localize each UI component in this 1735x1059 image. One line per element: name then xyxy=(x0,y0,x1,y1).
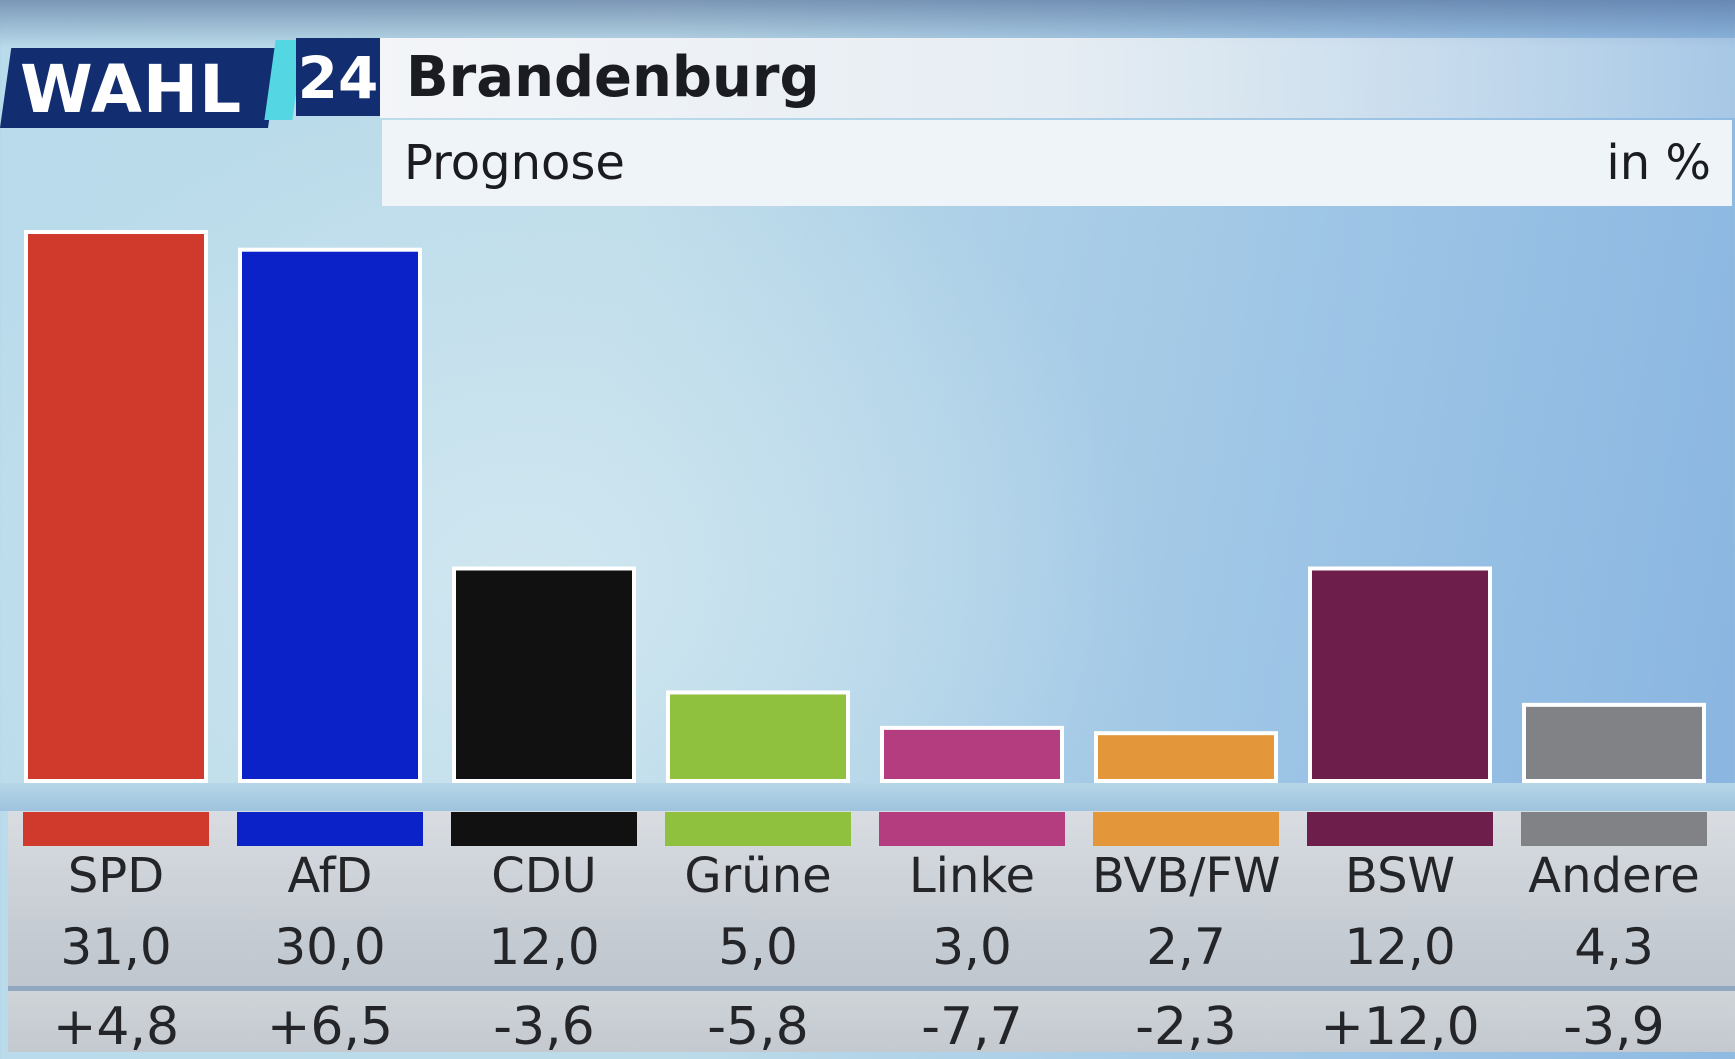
bar-afd xyxy=(238,247,422,784)
party-color-swatch xyxy=(665,812,851,846)
party-change: -3,9 xyxy=(1563,997,1665,1057)
title-band xyxy=(380,38,1735,118)
party-value: 31,0 xyxy=(60,918,172,976)
bar-cdu xyxy=(452,566,636,784)
party-label: Grüne xyxy=(684,848,832,904)
party-color-swatch xyxy=(1093,812,1279,846)
party-value: 5,0 xyxy=(718,918,798,976)
party-value: 12,0 xyxy=(1344,918,1456,976)
party-color-swatch xyxy=(879,812,1065,846)
party-value: 2,7 xyxy=(1146,918,1226,976)
bar-bvb-fw xyxy=(1094,731,1278,784)
party-change: -7,7 xyxy=(921,997,1023,1057)
chart-subtitle: Prognose xyxy=(404,135,625,191)
party-value: 12,0 xyxy=(488,918,600,976)
unit-label: in % xyxy=(1606,135,1711,191)
party-change: -2,3 xyxy=(1135,997,1237,1057)
party-value: 3,0 xyxy=(932,918,1012,976)
party-label: BSW xyxy=(1344,848,1455,904)
bar-linke xyxy=(880,725,1064,784)
party-value: 4,3 xyxy=(1574,918,1654,976)
party-label: CDU xyxy=(491,848,597,904)
chart-title: Brandenburg xyxy=(406,45,820,110)
bar-bsw xyxy=(1308,566,1492,784)
bar-gr-ne xyxy=(666,690,850,783)
changes-row xyxy=(8,991,1735,1052)
bar-andere xyxy=(1522,702,1706,783)
row-divider xyxy=(8,986,1735,991)
party-label: BVB/FW xyxy=(1092,848,1281,904)
party-change: +6,5 xyxy=(266,997,394,1057)
party-label: AfD xyxy=(287,848,373,904)
logo-number: 24 xyxy=(296,38,380,116)
party-color-swatch xyxy=(1521,812,1707,846)
party-change: -5,8 xyxy=(707,997,809,1057)
party-change: +4,8 xyxy=(52,997,180,1057)
party-value: 30,0 xyxy=(274,918,386,976)
party-color-swatch xyxy=(1307,812,1493,846)
bar-spd xyxy=(24,230,208,783)
party-color-swatch xyxy=(237,812,423,846)
party-color-swatch xyxy=(23,812,209,846)
party-label: Linke xyxy=(908,848,1036,904)
party-change: -3,6 xyxy=(493,997,595,1057)
party-label: SPD xyxy=(67,848,165,904)
party-label: Andere xyxy=(1528,848,1700,904)
chart-baseline xyxy=(0,783,1735,811)
party-color-swatch xyxy=(451,812,637,846)
subtitle-band xyxy=(382,120,1732,206)
party-change: +12,0 xyxy=(1320,997,1480,1057)
wahl-logo-text: WAHL xyxy=(20,51,243,128)
